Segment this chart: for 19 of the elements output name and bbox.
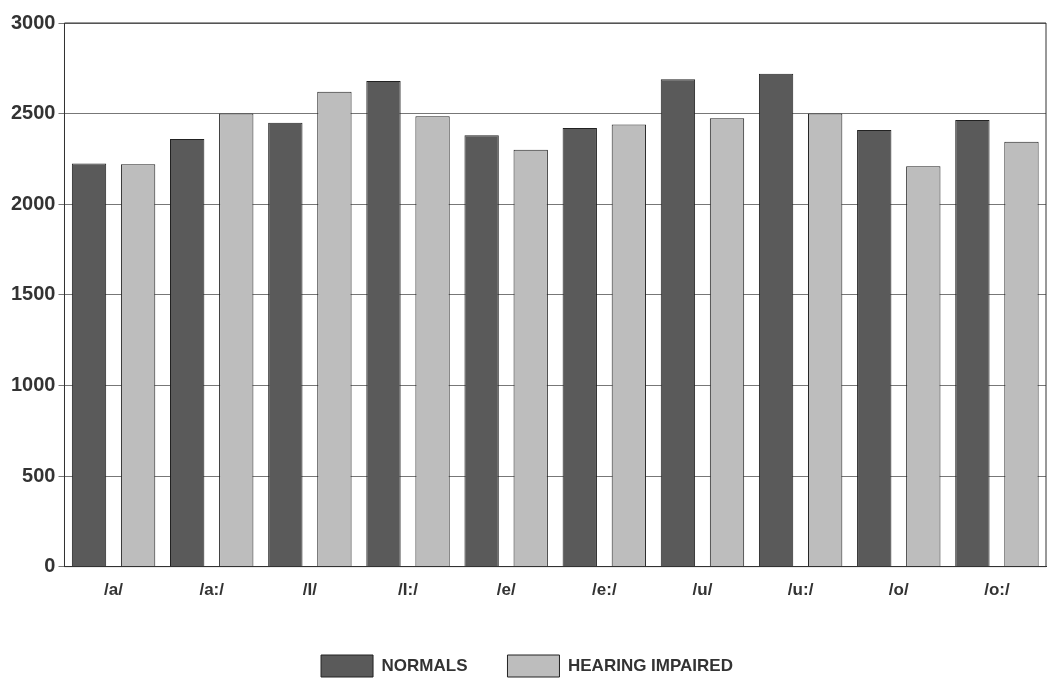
x-tick-label: /u:/ — [787, 580, 814, 600]
x-tick-label: /a:/ — [199, 580, 225, 600]
x-tick-label: /I/ — [302, 580, 318, 600]
x-tick-label: /u/ — [692, 580, 713, 600]
y-tick-label: 3000 — [10, 10, 56, 33]
legend-label: NORMALS — [381, 655, 468, 675]
legend-label: HEARING IMPAIRED — [567, 655, 733, 675]
y-tick-label: 500 — [22, 463, 56, 486]
x-tick-label: /I:/ — [398, 580, 419, 600]
y-tick-label: 1500 — [10, 282, 56, 305]
y-tick-label: 1000 — [10, 372, 56, 395]
y-tick-label: 2000 — [10, 191, 56, 214]
x-tick-label: /e/ — [496, 580, 516, 600]
x-tick-label: /o/ — [888, 580, 909, 600]
x-tick-label: /e:/ — [592, 580, 617, 600]
y-tick-label: 0 — [44, 554, 56, 577]
x-tick-label: /a/ — [104, 580, 124, 600]
x-tick-label: /o:/ — [984, 580, 1010, 600]
y-tick-label: 2500 — [10, 101, 56, 124]
